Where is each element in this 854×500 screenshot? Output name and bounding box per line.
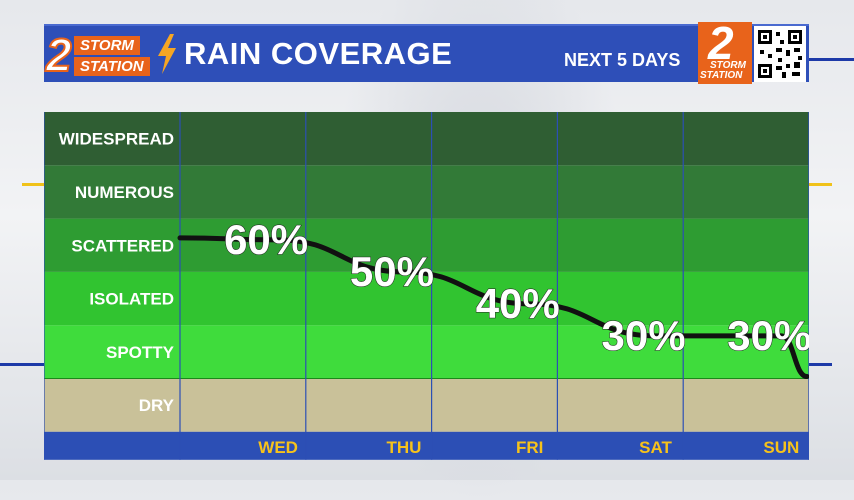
data-label: 50% — [350, 248, 434, 295]
x-axis-bar — [44, 431, 809, 460]
band-scattered — [44, 218, 809, 272]
band-widespread — [44, 112, 809, 166]
data-label: 30% — [601, 312, 685, 359]
series-line — [177, 235, 809, 379]
rain-coverage-chart: DRY SPOTTY ISOLATED SCATTERED NUMEROUS WIDESP… — [44, 112, 809, 460]
data-label: 60% — [224, 216, 308, 263]
level-label-widespread: WIDESPREAD — [59, 130, 174, 149]
storm-station-logo: STORM STATION 2 — [45, 28, 182, 82]
logo-station-text: STATION — [74, 57, 150, 76]
x-tick-label: SUN — [763, 438, 799, 457]
band-isolated — [44, 271, 809, 326]
corner-logo-station: STATION — [700, 70, 743, 81]
x-tick-label: SAT — [639, 438, 672, 457]
x-tick-label: FRI — [516, 438, 543, 457]
accent-line-blue-top — [808, 58, 854, 61]
corner-logo-storm: STORM — [710, 60, 746, 71]
qr-code-pattern — [758, 30, 802, 78]
x-tick-label: THU — [386, 438, 421, 457]
qr-code-icon — [754, 26, 806, 82]
x-tick-label: WED — [258, 438, 298, 457]
level-label-numerous: NUMEROUS — [75, 183, 174, 202]
station-corner-logo: 2 STORM STATION — [698, 17, 752, 84]
logo-storm-text: STORM — [74, 36, 140, 55]
level-label-scattered: SCATTERED — [71, 236, 174, 255]
page-subtitle: NEXT 5 DAYS — [564, 50, 681, 70]
page-title: RAIN COVERAGE — [184, 36, 453, 71]
level-label-dry: DRY — [139, 396, 175, 415]
data-label: 40% — [476, 280, 560, 327]
corner-logo-number: 2 — [708, 17, 734, 69]
band-numerous — [44, 165, 809, 219]
data-label: 30% — [727, 312, 809, 359]
lightning-bolt-icon — [158, 34, 176, 74]
header-bar: STORM STATION 2 RAIN COVERAGE NEXT 5 DAY… — [44, 17, 809, 84]
chart-svg: DRY SPOTTY ISOLATED SCATTERED NUMEROUS WIDESP… — [44, 112, 809, 460]
band-dry — [44, 378, 809, 432]
logo-number: 2 — [45, 28, 73, 82]
level-label-spotty: SPOTTY — [106, 343, 175, 362]
level-label-isolated: ISOLATED — [89, 290, 174, 309]
